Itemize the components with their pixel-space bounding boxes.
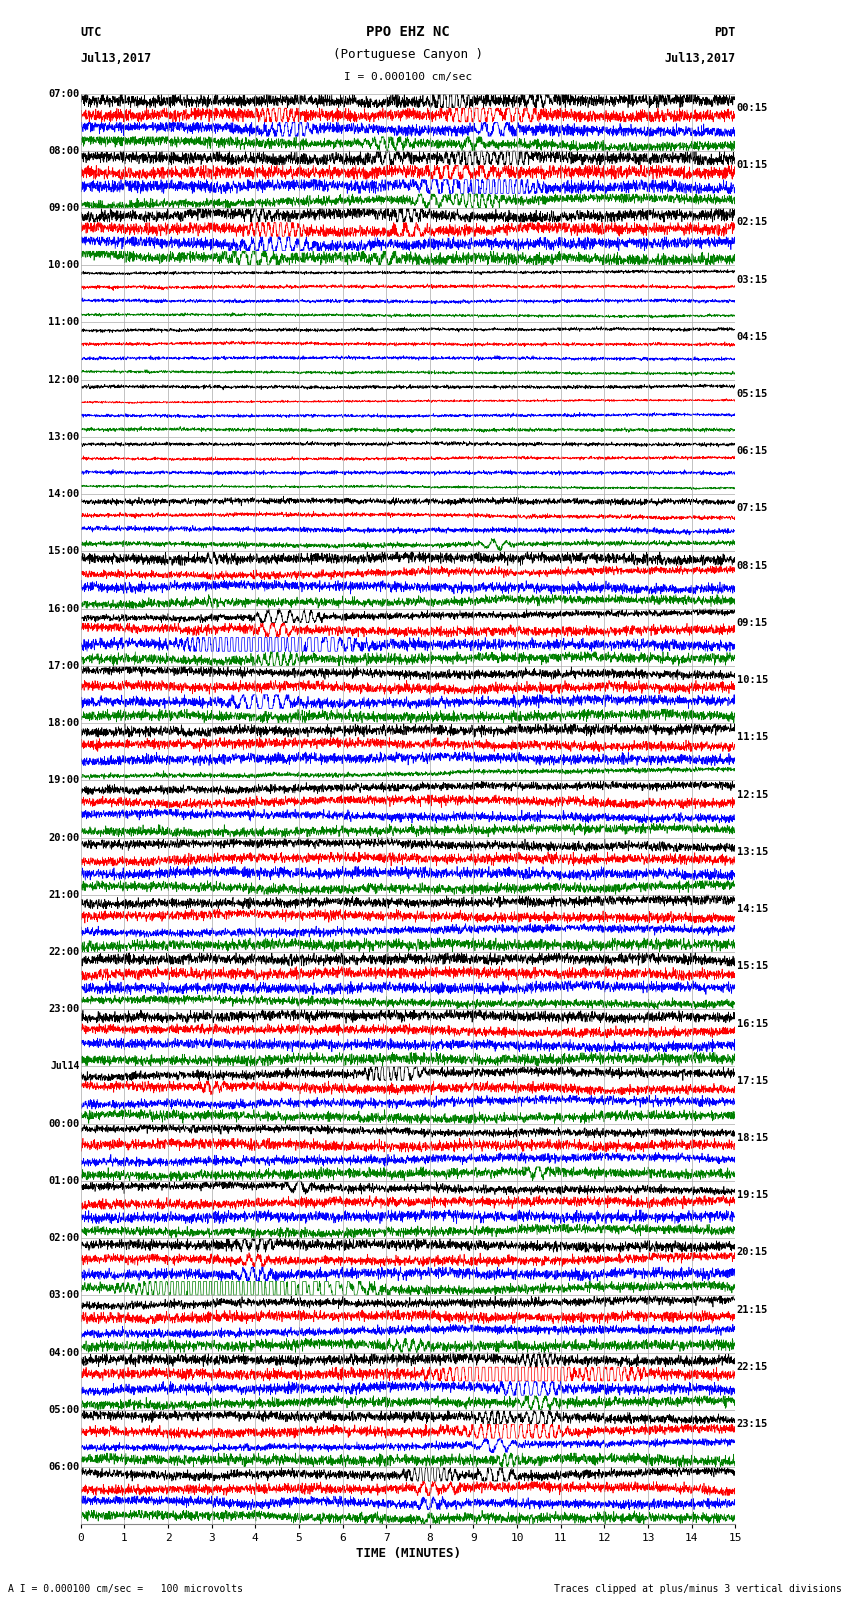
- Text: 13:15: 13:15: [737, 847, 768, 857]
- Text: 11:00: 11:00: [48, 318, 79, 327]
- Text: 17:00: 17:00: [48, 661, 79, 671]
- Text: Jul13,2017: Jul13,2017: [664, 52, 735, 65]
- Text: 16:00: 16:00: [48, 603, 79, 613]
- Text: 20:00: 20:00: [48, 832, 79, 842]
- Text: 02:00: 02:00: [48, 1234, 79, 1244]
- Text: 09:00: 09:00: [48, 203, 79, 213]
- Text: 22:00: 22:00: [48, 947, 79, 957]
- Text: 14:15: 14:15: [737, 903, 768, 915]
- Text: 18:15: 18:15: [737, 1132, 768, 1144]
- Text: 07:15: 07:15: [737, 503, 768, 513]
- Text: 01:15: 01:15: [737, 160, 768, 169]
- Text: 04:00: 04:00: [48, 1347, 79, 1358]
- Text: 02:15: 02:15: [737, 218, 768, 227]
- Text: 20:15: 20:15: [737, 1247, 768, 1258]
- Text: 12:15: 12:15: [737, 790, 768, 800]
- Text: 03:00: 03:00: [48, 1290, 79, 1300]
- Text: Jul14: Jul14: [50, 1061, 79, 1071]
- Text: 15:15: 15:15: [737, 961, 768, 971]
- Text: 09:15: 09:15: [737, 618, 768, 627]
- Text: 18:00: 18:00: [48, 718, 79, 727]
- Text: PDT: PDT: [714, 26, 735, 39]
- Text: 05:00: 05:00: [48, 1405, 79, 1415]
- Text: 04:15: 04:15: [737, 332, 768, 342]
- Text: 23:00: 23:00: [48, 1005, 79, 1015]
- Text: 14:00: 14:00: [48, 489, 79, 498]
- Text: 08:15: 08:15: [737, 561, 768, 571]
- Text: 06:15: 06:15: [737, 447, 768, 456]
- Text: 13:00: 13:00: [48, 432, 79, 442]
- Text: 15:00: 15:00: [48, 547, 79, 556]
- Text: 00:15: 00:15: [737, 103, 768, 113]
- Text: 19:00: 19:00: [48, 776, 79, 786]
- Text: (Portuguese Canyon ): (Portuguese Canyon ): [333, 48, 483, 61]
- Text: 16:15: 16:15: [737, 1018, 768, 1029]
- Text: 23:15: 23:15: [737, 1419, 768, 1429]
- Text: 21:00: 21:00: [48, 890, 79, 900]
- Text: Traces clipped at plus/minus 3 vertical divisions: Traces clipped at plus/minus 3 vertical …: [553, 1584, 842, 1594]
- Text: 22:15: 22:15: [737, 1361, 768, 1373]
- Text: 21:15: 21:15: [737, 1305, 768, 1315]
- Text: 03:15: 03:15: [737, 274, 768, 284]
- Text: I = 0.000100 cm/sec: I = 0.000100 cm/sec: [344, 73, 472, 82]
- Text: PPO EHZ NC: PPO EHZ NC: [366, 24, 450, 39]
- Text: 00:00: 00:00: [48, 1119, 79, 1129]
- X-axis label: TIME (MINUTES): TIME (MINUTES): [355, 1547, 461, 1560]
- Text: UTC: UTC: [81, 26, 102, 39]
- Text: A I = 0.000100 cm/sec =   100 microvolts: A I = 0.000100 cm/sec = 100 microvolts: [8, 1584, 243, 1594]
- Text: 07:00: 07:00: [48, 89, 79, 98]
- Text: 06:00: 06:00: [48, 1461, 79, 1473]
- Text: 01:00: 01:00: [48, 1176, 79, 1186]
- Text: 17:15: 17:15: [737, 1076, 768, 1086]
- Text: 08:00: 08:00: [48, 145, 79, 156]
- Text: 05:15: 05:15: [737, 389, 768, 398]
- Text: 10:15: 10:15: [737, 676, 768, 686]
- Text: 12:00: 12:00: [48, 374, 79, 384]
- Text: Jul13,2017: Jul13,2017: [81, 52, 152, 65]
- Text: 10:00: 10:00: [48, 260, 79, 271]
- Text: 19:15: 19:15: [737, 1190, 768, 1200]
- Text: 11:15: 11:15: [737, 732, 768, 742]
